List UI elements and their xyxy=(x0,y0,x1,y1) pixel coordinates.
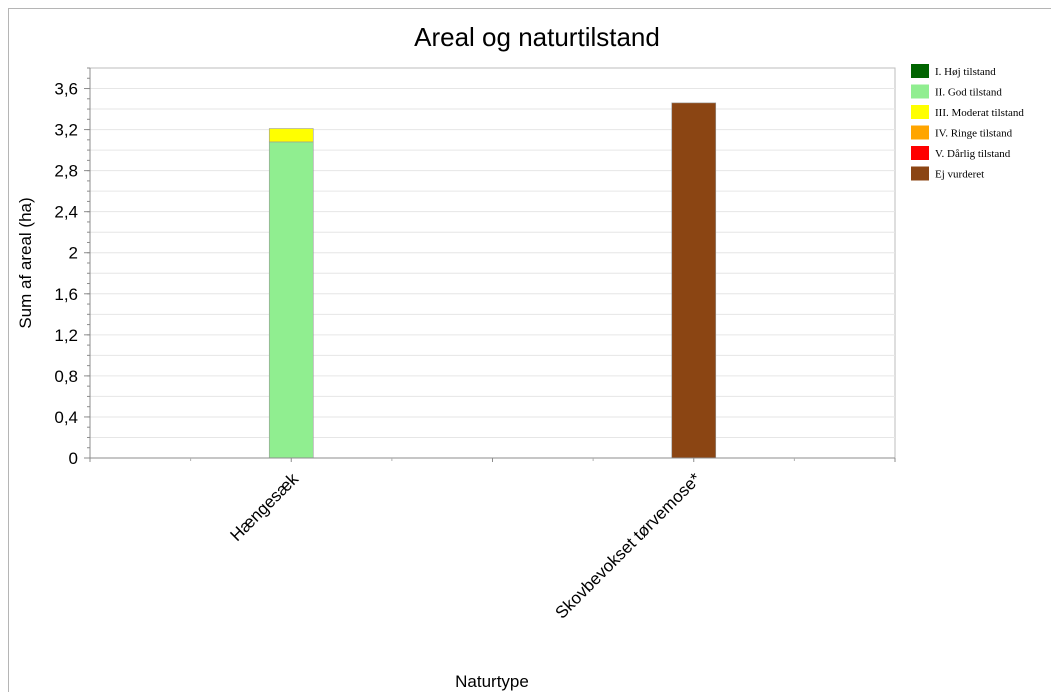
y-tick-label: 1,6 xyxy=(54,285,78,304)
legend-swatch xyxy=(911,146,929,160)
y-tick-label: 0,4 xyxy=(54,408,78,427)
legend-swatch xyxy=(911,125,929,140)
bar-segment xyxy=(268,141,314,459)
x-category-label: Skovbevokset tørvemose* xyxy=(552,469,705,622)
legend-label: V. Dårlig tilstand xyxy=(935,148,1011,160)
y-tick-label: 0,8 xyxy=(54,367,78,386)
legend-label: IV. Ringe tilstand xyxy=(935,128,1013,140)
plot-area xyxy=(89,67,896,459)
x-category-label: Hængesæk xyxy=(227,469,303,545)
y-tick-label: 2,8 xyxy=(54,162,78,181)
legend-label: I. Høj tilstand xyxy=(935,66,996,78)
bars-layer xyxy=(268,102,717,459)
y-tick-label: 3,6 xyxy=(54,80,78,99)
y-tick-label: 0 xyxy=(69,449,78,468)
grid-layer xyxy=(90,88,895,438)
legend-swatch xyxy=(911,64,929,78)
y-tick-label: 2 xyxy=(69,244,78,263)
chart-title: Areal og naturtilstand xyxy=(414,22,660,52)
legend-label: II. God tilstand xyxy=(935,87,1002,99)
legend-swatch xyxy=(911,166,929,181)
legend-label: Ej vurderet xyxy=(935,169,984,181)
y-tick-label: 3,2 xyxy=(54,121,78,140)
bar-segment xyxy=(671,102,717,459)
x-axis-title: Naturtype xyxy=(455,672,529,691)
y-tick-label: 1,2 xyxy=(54,326,78,345)
bar-segment xyxy=(268,128,314,143)
y-axis: 0 0,4 0,8 1,2 1,6 2 2,4 2,8 3,2 3,6 xyxy=(54,67,91,468)
legend-swatch xyxy=(911,105,929,119)
legend-swatch xyxy=(911,84,929,99)
y-axis-title: Sum af areal (ha) xyxy=(16,197,35,328)
legend-label: III. Moderat tilstand xyxy=(935,107,1024,119)
y-tick-label: 2,4 xyxy=(54,203,78,222)
legend: I. Høj tilstand II. God tilstand III. Mode… xyxy=(911,64,1024,181)
x-axis: Hængesæk Skovbevokset tørvemose* xyxy=(89,457,896,622)
